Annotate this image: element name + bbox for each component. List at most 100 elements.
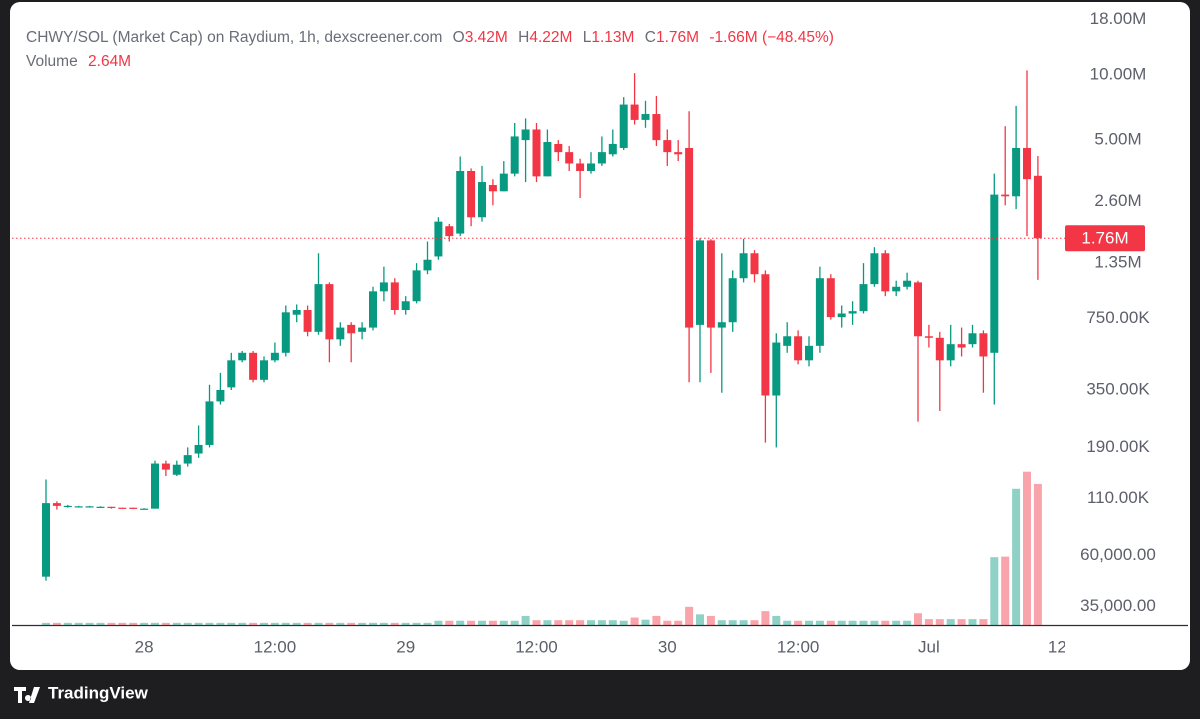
candle-body xyxy=(412,270,421,302)
volume-bar xyxy=(892,620,901,625)
candle-body xyxy=(379,282,388,292)
volume-bar xyxy=(1033,483,1042,625)
volume-bar xyxy=(870,620,879,625)
candle-body xyxy=(706,240,715,328)
candle-body xyxy=(619,104,628,148)
candle-body xyxy=(107,506,116,508)
candle-body xyxy=(837,313,846,318)
candle-body xyxy=(532,129,541,177)
candle-body xyxy=(674,152,683,155)
candle-body xyxy=(576,163,585,171)
candle-body xyxy=(881,253,890,292)
volume-bar xyxy=(608,620,617,625)
volume-bar xyxy=(717,620,726,625)
legend-value: 1.76M xyxy=(655,29,700,46)
legend-value: 4.22M xyxy=(529,29,573,46)
volume-bar xyxy=(314,622,323,625)
volume-bar xyxy=(706,615,715,625)
volume-bar xyxy=(74,622,83,625)
candle-body xyxy=(52,503,61,506)
candle-body xyxy=(347,324,356,334)
candle-body xyxy=(826,278,835,318)
volume-bar xyxy=(161,622,170,625)
volume-bar xyxy=(107,622,116,625)
volume-bar xyxy=(52,622,61,625)
volume-bar xyxy=(390,622,399,625)
candle-body xyxy=(260,360,268,380)
volume-bar xyxy=(336,622,345,625)
y-tick-label: 110.00K xyxy=(1087,488,1150,507)
volume-bar xyxy=(172,622,181,625)
volume-bar xyxy=(685,606,694,625)
volume-layer xyxy=(42,471,1042,625)
volume-bar xyxy=(957,619,966,625)
candle-body xyxy=(565,152,574,164)
candle-body xyxy=(227,360,236,388)
legend-line-1: CHWY/SOL (Market Cap) on Raydium, 1h, de… xyxy=(26,26,834,50)
candle-body xyxy=(456,170,465,234)
candle-body xyxy=(859,284,868,312)
volume-bar xyxy=(554,620,563,625)
legend-key: O xyxy=(452,29,465,46)
candle-body xyxy=(281,312,290,353)
volume-bar xyxy=(750,620,759,625)
x-tick-label: 30 xyxy=(658,637,677,656)
candle-body xyxy=(717,322,726,328)
y-tick-label: 2.60M xyxy=(1094,191,1141,210)
volume-bar xyxy=(129,622,138,625)
volume-bar xyxy=(696,614,704,625)
volume-bar xyxy=(238,622,247,625)
y-tick-label: 190.00K xyxy=(1086,437,1150,456)
volume-bar xyxy=(783,620,792,625)
volume-bar xyxy=(85,622,94,625)
candle-body xyxy=(587,163,595,171)
legend-change-pct: (−48.45%) xyxy=(761,29,834,46)
candle-body xyxy=(325,284,334,340)
candle-body xyxy=(761,274,770,396)
candle-body xyxy=(401,301,410,310)
candle-body xyxy=(739,253,748,279)
volume-bar xyxy=(837,620,846,625)
candle-body xyxy=(848,311,857,314)
candle-body xyxy=(696,240,704,325)
candle-body xyxy=(1033,175,1042,239)
candle-body xyxy=(129,507,138,509)
x-tick-label: 12:00 xyxy=(515,637,558,656)
volume-bar xyxy=(499,620,508,625)
legend-change: -1.66M xyxy=(709,29,758,46)
volume-bar xyxy=(96,622,105,625)
volume-bar xyxy=(270,622,279,625)
volume-bar xyxy=(488,620,497,625)
candle-body xyxy=(85,506,94,508)
candle-body xyxy=(369,291,377,328)
volume-bar xyxy=(794,620,803,625)
volume-bar xyxy=(881,620,890,625)
candle-body xyxy=(42,503,50,577)
legend: CHWY/SOL (Market Cap) on Raydium, 1h, de… xyxy=(26,26,834,74)
candle-body xyxy=(521,129,530,141)
volume-bar xyxy=(456,620,465,625)
candle-body xyxy=(249,352,258,380)
candle-body xyxy=(924,336,933,338)
y-tick-label: 10.00M xyxy=(1090,64,1147,83)
candle-body xyxy=(314,284,323,332)
volume-bar xyxy=(739,620,748,625)
volume-bar xyxy=(914,613,922,625)
candle-body xyxy=(946,344,955,361)
x-tick-label: 28 xyxy=(135,637,154,656)
candle-body xyxy=(445,226,454,237)
volume-bar xyxy=(140,622,149,625)
candle-body xyxy=(358,327,367,332)
candle-body xyxy=(118,507,127,509)
legend-key: L xyxy=(582,29,592,46)
volume-bar xyxy=(532,620,541,625)
candle-body xyxy=(597,152,606,164)
volume-bar xyxy=(358,622,367,625)
volume-bar xyxy=(42,622,50,625)
volume-bar xyxy=(434,620,443,625)
candle-body xyxy=(216,389,225,402)
candle-body xyxy=(892,286,901,292)
candle-body xyxy=(390,282,399,310)
candle-body xyxy=(1023,147,1031,180)
volume-bar xyxy=(281,622,290,625)
